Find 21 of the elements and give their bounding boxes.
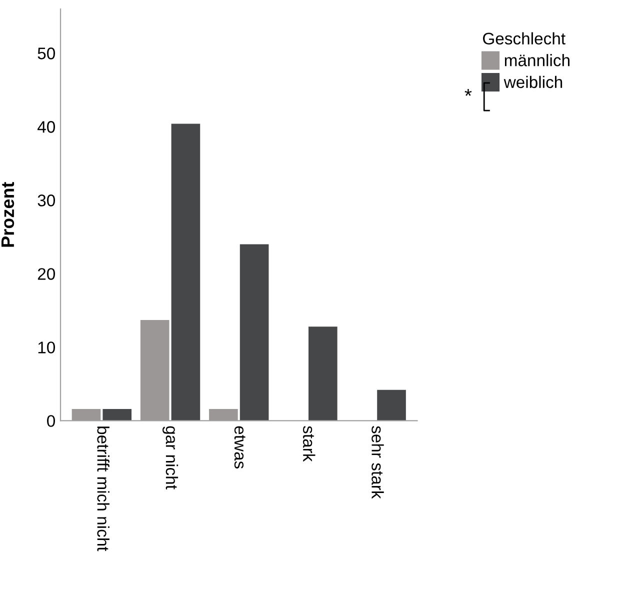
bar	[240, 244, 269, 421]
x-tick-label: stark	[303, 426, 316, 462]
bar	[377, 390, 406, 421]
legend-title: Geschlecht	[483, 32, 566, 44]
y-tick-label: 40	[38, 121, 56, 133]
bar	[171, 124, 200, 421]
x-tick-label: sehr stark	[372, 426, 384, 499]
y-axis-title: Prozent	[2, 182, 14, 247]
y-tick-label: 50	[38, 48, 56, 60]
text: *	[464, 89, 472, 96]
legend-label: männlich	[504, 54, 570, 66]
legend-label: weiblich	[504, 76, 562, 88]
y-tick-label: 0	[47, 415, 56, 427]
x-tick-label: betrifft mich nicht	[97, 426, 110, 552]
x-tick-label: etwas	[234, 426, 246, 468]
y-tick-label: 30	[38, 194, 56, 206]
x-tick-label: gar nicht	[162, 426, 178, 490]
y-tick-label: 20	[38, 268, 56, 280]
bar	[102, 408, 132, 421]
y-tick-label: 10	[38, 342, 56, 354]
bar	[308, 326, 338, 421]
